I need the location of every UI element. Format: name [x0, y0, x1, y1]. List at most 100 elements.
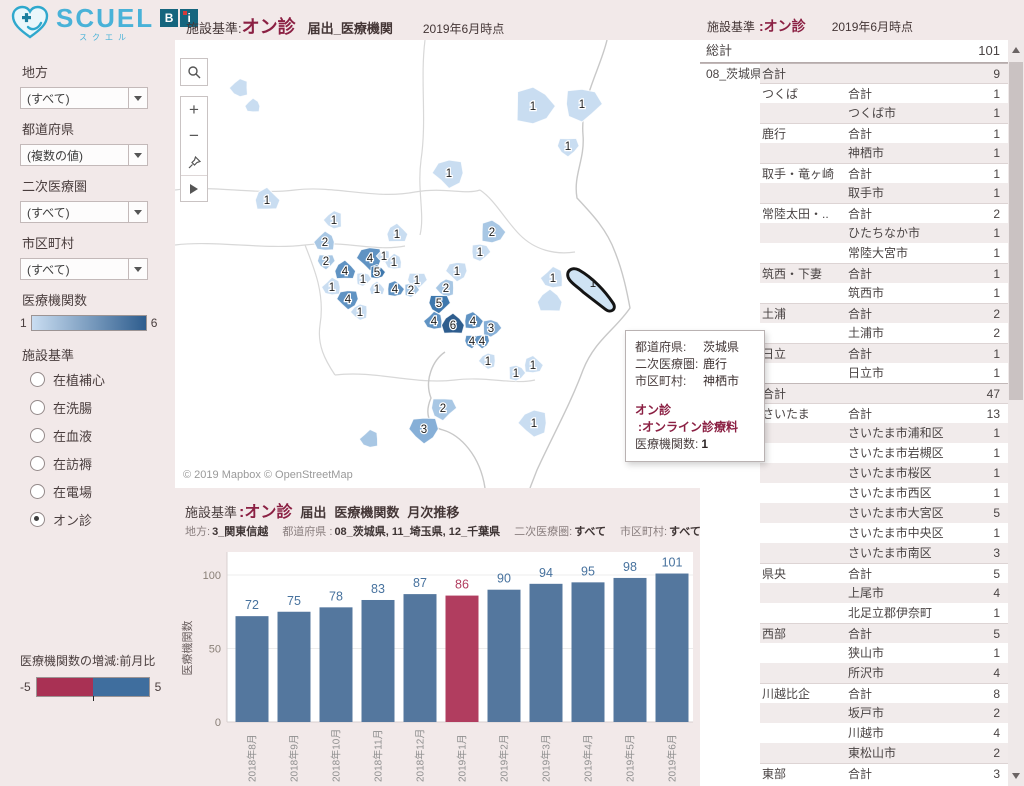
radio-option-label: 在電場 [53, 482, 92, 501]
table-cell-val: 5 [956, 563, 1008, 583]
table-row[interactable]: 上尾市4 [700, 583, 1008, 603]
table-row[interactable]: 西部合計5 [700, 623, 1008, 643]
table-total-row[interactable]: 総計 101 [700, 40, 1008, 63]
bar-2019年1月[interactable] [446, 596, 479, 722]
radio-option-オン診[interactable]: オン診 [30, 510, 175, 529]
bar-2019年5月[interactable] [614, 578, 647, 722]
table-row[interactable]: 東部合計3 [700, 763, 1008, 783]
table-row[interactable]: 所沢市4 [700, 663, 1008, 683]
table-row[interactable]: 神栖市1 [700, 143, 1008, 163]
table-row[interactable]: 取手・竜ヶ崎合計1 [700, 163, 1008, 183]
city-filter-dropdown[interactable]: (すべて) [20, 258, 148, 280]
table-cell-val: 3 [956, 543, 1008, 563]
map-region[interactable] [229, 79, 247, 97]
map-region[interactable] [517, 87, 555, 124]
bar-2019年2月[interactable] [488, 590, 521, 722]
table-cell-pref [700, 183, 760, 203]
table-row[interactable]: 鹿行合計1 [700, 123, 1008, 143]
facility-count-legend: 1 6 [20, 315, 175, 331]
scrollbar-thumb[interactable] [1009, 62, 1023, 400]
radio-option-在洗腸[interactable]: 在洗腸 [30, 398, 175, 417]
bar-2019年3月[interactable] [530, 584, 563, 722]
table-row[interactable]: 取手市1 [700, 183, 1008, 203]
table-row[interactable]: さいたま市大宮区5 [700, 503, 1008, 523]
bar-2018年10月[interactable] [320, 607, 353, 722]
table-row[interactable]: 常陸大宮市1 [700, 243, 1008, 263]
chevron-down-icon[interactable] [128, 88, 147, 108]
radio-option-在訪褥[interactable]: 在訪褥 [30, 454, 175, 473]
table-row[interactable]: 土浦合計2 [700, 303, 1008, 323]
table-row[interactable]: 川越比企合計8 [700, 683, 1008, 703]
scroll-up-button[interactable] [1008, 42, 1024, 58]
bar-2018年9月[interactable] [278, 612, 311, 722]
table-row[interactable]: さいたま市桜区1 [700, 463, 1008, 483]
region-count-label: 1 [394, 229, 400, 241]
region-count-label: 1 [329, 282, 335, 294]
table-row[interactable]: つくば合計1 [700, 83, 1008, 103]
radio-circle-icon[interactable] [30, 456, 45, 471]
table-cell-val: 2 [956, 323, 1008, 343]
map-region[interactable] [359, 429, 377, 447]
pin-button[interactable] [181, 149, 207, 175]
radio-circle-icon[interactable] [30, 428, 45, 443]
radio-circle-icon[interactable] [30, 400, 45, 415]
bar-2018年8月[interactable] [236, 616, 269, 722]
table-cell-city: 合計 [844, 763, 956, 783]
table-row[interactable]: ひたちなか市1 [700, 223, 1008, 243]
table-row[interactable]: 筑西・下妻合計1 [700, 263, 1008, 283]
table-row[interactable]: 東松山市2 [700, 743, 1008, 763]
table-scrollbar[interactable] [1008, 40, 1024, 786]
bar-2019年6月[interactable] [656, 574, 689, 722]
table-cell-city: 合計 [844, 683, 956, 703]
radio-option-在植補心[interactable]: 在植補心 [30, 370, 175, 389]
table-cell-val: 1 [956, 103, 1008, 123]
table-cell-pref [700, 263, 760, 283]
table-row[interactable]: さいたま市南区3 [700, 543, 1008, 563]
bar-2019年4月[interactable] [572, 582, 605, 722]
radio-option-在電場[interactable]: 在電場 [30, 482, 175, 501]
map-expand-button[interactable] [181, 175, 207, 201]
table-row[interactable]: 坂戸市2 [700, 703, 1008, 723]
table-cell-pref [700, 163, 760, 183]
table-row[interactable]: 筑西市1 [700, 283, 1008, 303]
y-tick-label: 100 [203, 570, 221, 582]
table-cell-city: 合計 [844, 303, 956, 323]
table-row[interactable]: さいたま市中央区1 [700, 523, 1008, 543]
region-count-label: 4 [479, 336, 486, 348]
table-row[interactable]: 北足立郡伊奈町1 [700, 603, 1008, 623]
bar-2018年11月[interactable] [362, 600, 395, 722]
scroll-down-button[interactable] [1008, 768, 1024, 784]
search-button[interactable] [180, 58, 208, 86]
table-row[interactable]: 常陸太田・..合計2 [700, 203, 1008, 223]
table-cell-val: 1 [956, 423, 1008, 443]
table-row[interactable]: 08_茨城県合計9 [700, 63, 1008, 83]
table-row[interactable]: 川越市4 [700, 723, 1008, 743]
map-attribution[interactable]: © 2019 Mapbox © OpenStreetMap [179, 468, 357, 482]
zoom-in-button[interactable]: + [181, 97, 207, 123]
map-region[interactable] [537, 289, 562, 311]
table-row[interactable]: つくば市1 [700, 103, 1008, 123]
table-row[interactable]: 狭山市1 [700, 643, 1008, 663]
radio-circle-icon[interactable] [30, 512, 45, 527]
y-tick-label: 0 [215, 717, 221, 729]
table-cell-pref [700, 103, 760, 123]
zoom-out-button[interactable]: − [181, 123, 207, 149]
table-cell-region [760, 283, 844, 303]
pref-filter-dropdown[interactable]: (複数の値) [20, 144, 148, 166]
choropleth-map[interactable]: 1111112121241145111211425414643441111231… [175, 40, 700, 488]
radio-circle-icon[interactable] [30, 372, 45, 387]
diff-gradient [36, 677, 150, 697]
table-row[interactable]: 県央合計5 [700, 563, 1008, 583]
medarea-filter-dropdown[interactable]: (すべて) [20, 201, 148, 223]
chevron-down-icon[interactable] [128, 202, 147, 222]
bar-2018年12月[interactable] [404, 594, 437, 722]
table-row[interactable]: さいたま市西区1 [700, 483, 1008, 503]
map-region[interactable] [245, 98, 260, 112]
chevron-down-icon[interactable] [128, 145, 147, 165]
radio-option-在血液[interactable]: 在血液 [30, 426, 175, 445]
chevron-down-icon[interactable] [128, 259, 147, 279]
dataset-label: 届出_医療機関 [308, 21, 393, 36]
bar-value-label: 86 [455, 578, 469, 592]
radio-circle-icon[interactable] [30, 484, 45, 499]
region-filter-dropdown[interactable]: (すべて) [20, 87, 148, 109]
